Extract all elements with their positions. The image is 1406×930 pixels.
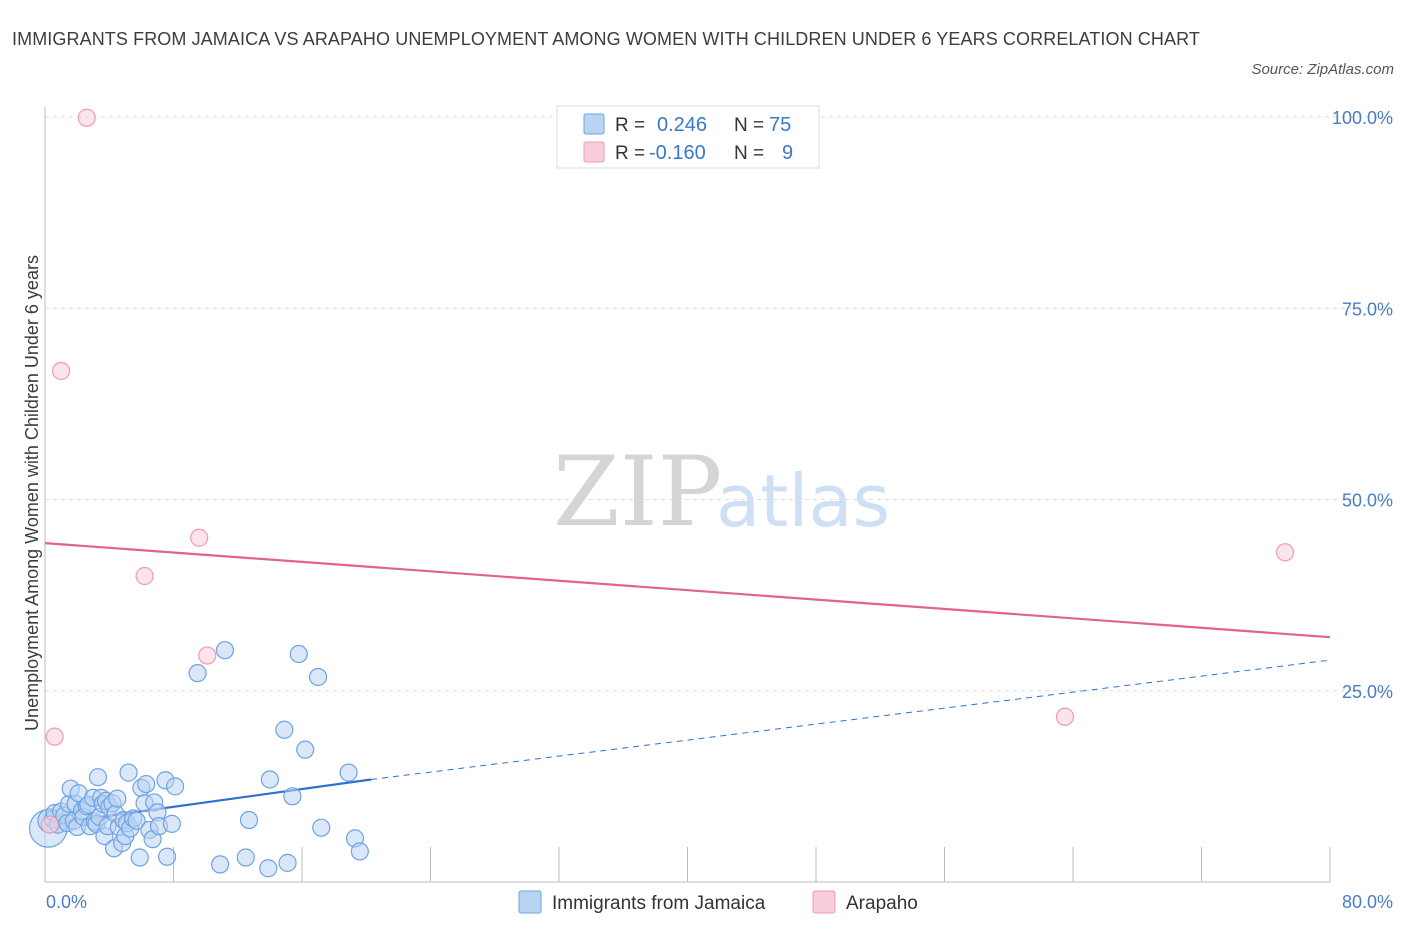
legend-n-label-arapaho: N = — [734, 143, 764, 164]
point-1-2 — [51, 361, 71, 381]
point-1-5 — [190, 528, 209, 547]
legend-r-value-arapaho: -0.160 — [649, 142, 706, 164]
series-legend-label-jamaica: Immigrants from Jamaica — [552, 893, 766, 914]
watermark-zip: ZIP — [553, 436, 722, 548]
axes — [44, 107, 1331, 883]
point-0-65 — [283, 787, 302, 806]
trend-extension-0 — [371, 659, 1331, 780]
grid-lines — [45, 116, 1390, 692]
trend-line-1 — [44, 542, 1331, 639]
point-1-1 — [45, 727, 64, 746]
series-legend: Immigrants from Jamaica Arapaho — [518, 890, 918, 914]
point-0-72 — [350, 842, 369, 861]
point-0-54 — [162, 814, 181, 833]
point-0-39 — [119, 763, 138, 782]
legend-r-label-jamaica: R = — [615, 115, 645, 136]
y-tick-label-25: 25.0% — [1342, 682, 1393, 702]
point-1-3 — [77, 108, 96, 127]
point-0-33 — [108, 789, 127, 808]
point-1-4 — [135, 566, 154, 586]
point-0-62 — [260, 770, 279, 789]
scatter-points — [28, 108, 1295, 878]
point-1-0 — [40, 815, 59, 834]
series-legend-label-arapaho: Arapaho — [846, 893, 918, 914]
point-0-58 — [210, 855, 230, 874]
trend-lines — [44, 542, 1331, 826]
legend-swatch-jamaica — [583, 113, 605, 135]
legend-r-value-jamaica: 0.246 — [657, 114, 707, 136]
chart-title: IMMIGRANTS FROM JAMAICA VS ARAPAHO UNEMP… — [12, 29, 1200, 49]
y-tick-label-75: 75.0% — [1342, 299, 1393, 319]
legend-n-value-arapaho: 9 — [782, 142, 793, 164]
series-legend-swatch-jamaica — [518, 890, 542, 914]
y-tick-labels: 25.0% 50.0% 75.0% 100.0% — [1332, 108, 1393, 702]
y-tick-label-100: 100.0% — [1332, 108, 1393, 128]
point-0-57 — [215, 641, 234, 660]
point-0-59 — [236, 848, 255, 867]
point-0-55 — [166, 777, 185, 796]
chart-source: Source: ZipAtlas.com — [1251, 61, 1394, 78]
point-0-53 — [157, 847, 177, 866]
point-0-22 — [88, 768, 108, 787]
series-legend-swatch-arapaho — [812, 890, 836, 914]
point-0-46 — [137, 774, 156, 794]
point-1-6 — [198, 646, 217, 665]
watermark-atlas: atlas — [716, 459, 890, 543]
legend-r-label-arapaho: R = — [615, 143, 645, 164]
point-0-64 — [278, 853, 297, 872]
point-0-66 — [289, 644, 308, 664]
stats-legend: R = 0.246 N = 75 R = -0.160 N = 9 — [556, 105, 820, 169]
legend-swatch-arapaho — [583, 141, 605, 163]
y-axis-label: Unemployment Among Women with Children U… — [22, 255, 42, 731]
x-tick-min: 0.0% — [46, 892, 87, 912]
watermark: ZIP atlas — [553, 436, 890, 548]
point-0-67 — [296, 740, 315, 759]
point-0-43 — [130, 848, 149, 867]
point-0-61 — [259, 859, 278, 878]
point-0-60 — [239, 810, 259, 830]
x-tick-max: 80.0% — [1342, 892, 1393, 912]
point-0-63 — [275, 720, 294, 739]
point-0-42 — [127, 811, 146, 830]
point-0-56 — [188, 664, 207, 683]
point-0-69 — [312, 818, 331, 837]
point-0-68 — [308, 667, 328, 687]
y-tick-label-50: 50.0% — [1342, 491, 1393, 511]
point-0-70 — [339, 763, 358, 782]
legend-n-value-jamaica: 75 — [769, 114, 791, 136]
point-1-8 — [1275, 543, 1295, 562]
legend-n-label-jamaica: N = — [734, 115, 764, 136]
point-1-7 — [1055, 707, 1075, 726]
